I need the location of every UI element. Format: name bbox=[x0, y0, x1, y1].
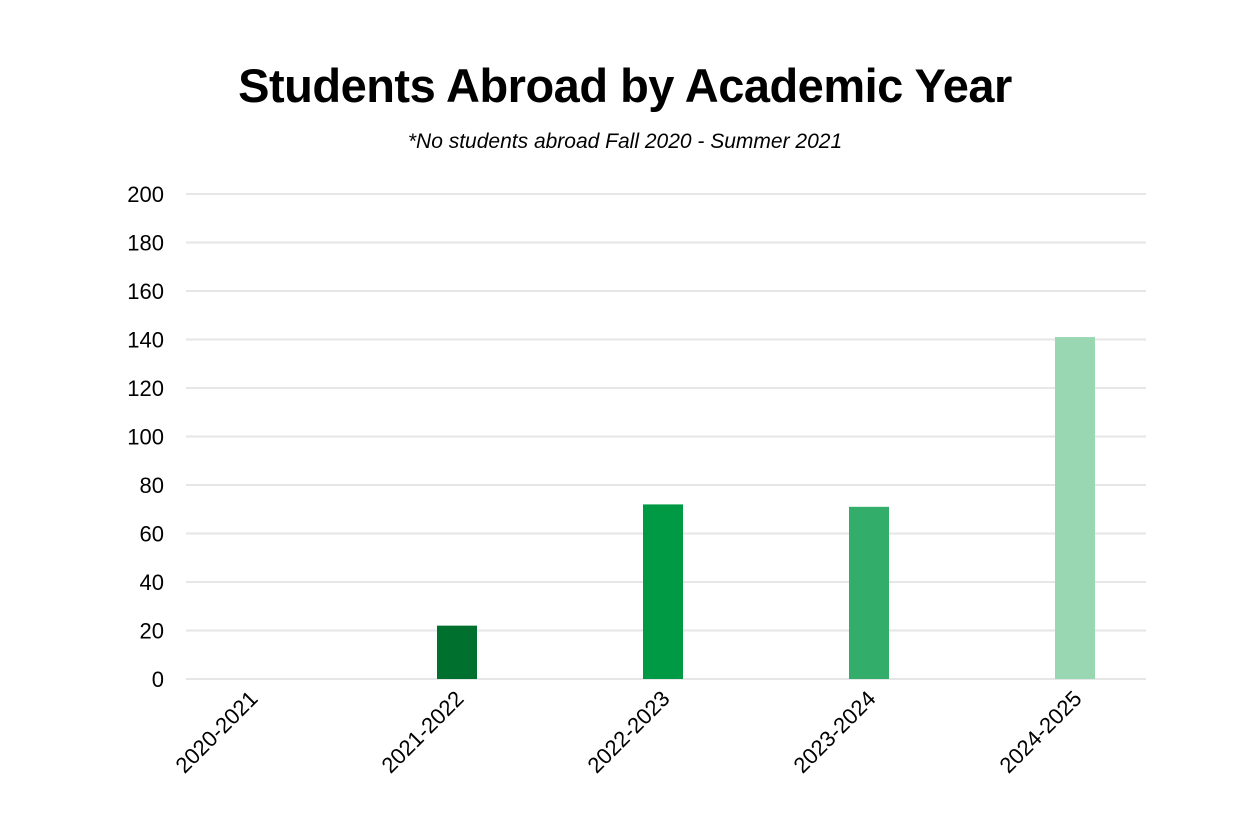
x-tick-label: 2023-2024 bbox=[788, 686, 880, 778]
bar-2023-2024 bbox=[849, 506, 889, 679]
bar-2021-2022 bbox=[437, 625, 477, 679]
chart-subtitle: *No students abroad Fall 2020 - Summer 2… bbox=[407, 130, 843, 153]
bar-2024-2025 bbox=[1055, 337, 1095, 679]
y-tick-label: 0 bbox=[152, 667, 164, 692]
bar-2022-2023 bbox=[643, 504, 683, 679]
y-tick-label: 40 bbox=[140, 570, 164, 595]
x-tick-label: 2020-2021 bbox=[170, 686, 262, 778]
x-tick-label: 2024-2025 bbox=[994, 686, 1086, 778]
chart-title: Students Abroad by Academic Year bbox=[238, 59, 1012, 112]
y-tick-label: 60 bbox=[140, 522, 164, 547]
y-tick-label: 20 bbox=[140, 619, 164, 644]
y-tick-label: 120 bbox=[127, 376, 164, 401]
y-tick-label: 100 bbox=[127, 425, 164, 450]
x-tick-label: 2021-2022 bbox=[376, 686, 468, 778]
y-tick-label: 160 bbox=[127, 279, 164, 304]
y-tick-label: 180 bbox=[127, 231, 164, 256]
y-tick-label: 200 bbox=[127, 182, 164, 207]
x-tick-label: 2022-2023 bbox=[582, 686, 674, 778]
y-tick-label: 80 bbox=[140, 473, 164, 498]
y-tick-label: 140 bbox=[127, 328, 164, 353]
